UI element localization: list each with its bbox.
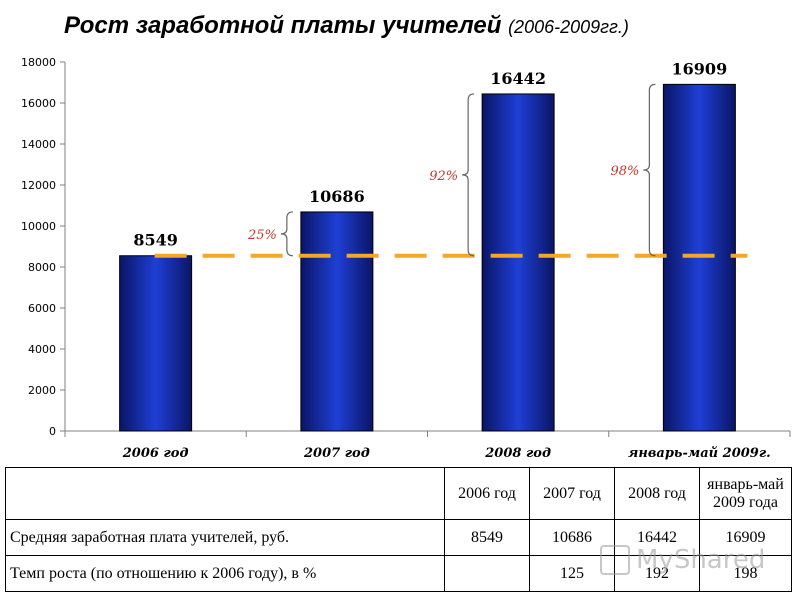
y-tick-label: 16000 bbox=[21, 97, 56, 110]
growth-brace bbox=[462, 93, 475, 257]
growth-percent-label: 25% bbox=[247, 228, 277, 243]
table-cell: 198 bbox=[699, 555, 792, 592]
bar bbox=[119, 255, 193, 432]
y-tick-label: 6000 bbox=[28, 302, 56, 315]
bar-chart: 0 2000 4000 6000 8000 10000 12000 14000 16000 180… bbox=[21, 56, 791, 461]
table-cell: 125 bbox=[529, 555, 615, 592]
x-category-label: январь-май 2009г. bbox=[628, 446, 771, 461]
y-tick-label: 2000 bbox=[28, 384, 56, 397]
bar-value-label: 16442 bbox=[490, 69, 546, 88]
bar-value-label: 16909 bbox=[672, 59, 728, 78]
y-tick-label: 4000 bbox=[28, 343, 56, 356]
y-tick-label: 10000 bbox=[21, 220, 56, 233]
table-header-cell: 2008 год bbox=[614, 467, 700, 520]
x-category-label: 2007 год bbox=[303, 446, 370, 461]
y-tick-label: 12000 bbox=[21, 179, 56, 192]
table-cell: 192 bbox=[614, 555, 700, 592]
salary-table: 2006 год 2007 год 2008 год январь-май 20… bbox=[5, 467, 792, 592]
table-cell: 8549 bbox=[444, 519, 530, 556]
table-cell bbox=[444, 555, 530, 592]
table-header-row: 2006 год 2007 год 2008 год январь-май 20… bbox=[5, 467, 792, 520]
table-header-cell: 2007 год bbox=[529, 467, 615, 520]
bar bbox=[300, 211, 374, 432]
table-row-label: Темп роста (по отношению к 2006 году), в… bbox=[5, 555, 445, 592]
table-row-label: Средняя заработная плата учителей, руб. bbox=[5, 519, 445, 556]
y-tick-label: 14000 bbox=[21, 138, 56, 151]
y-tick-label: 18000 bbox=[21, 56, 56, 69]
table-row: Средняя заработная плата учителей, руб. … bbox=[5, 519, 792, 556]
table-cell: 10686 bbox=[529, 519, 615, 556]
y-tick-label: 0 bbox=[49, 425, 56, 438]
growth-percent-label: 92% bbox=[429, 169, 458, 184]
table-header-cell bbox=[5, 467, 445, 520]
chart-title: Рост заработной платы учителей (2006-200… bbox=[64, 12, 629, 40]
title-main: Рост заработной платы учителей bbox=[64, 12, 502, 39]
growth-brace bbox=[280, 211, 293, 257]
x-category-label: 2008 год bbox=[484, 446, 551, 461]
growth-percent-label: 98% bbox=[610, 164, 639, 179]
bar-value-label: 10686 bbox=[309, 187, 365, 206]
bar bbox=[481, 93, 555, 432]
table-header-cell: январь-май 2009 года bbox=[699, 467, 792, 520]
table-cell: 16909 bbox=[699, 519, 792, 556]
x-category-label: 2006 год bbox=[122, 446, 189, 461]
table-header-cell: 2006 год bbox=[444, 467, 530, 520]
growth-brace bbox=[643, 83, 656, 257]
y-tick-label: 8000 bbox=[28, 261, 56, 274]
table-row: Темп роста (по отношению к 2006 году), в… bbox=[5, 555, 792, 592]
title-sub: (2006-2009гг.) bbox=[508, 17, 629, 37]
bar-value-label: 8549 bbox=[133, 231, 178, 250]
table-cell: 16442 bbox=[614, 519, 700, 556]
